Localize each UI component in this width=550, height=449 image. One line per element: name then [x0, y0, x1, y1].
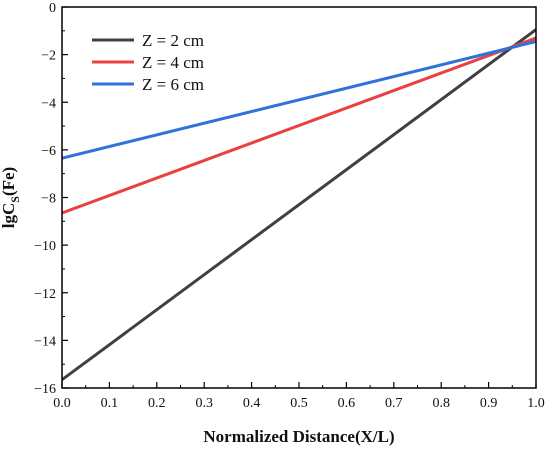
series-line-1	[62, 28, 536, 381]
x-tick-label: 0.3	[195, 396, 213, 411]
ticks-layer: 0.0 0.1 0.2 0.3 0.4 0.5 0.6 0.7 0.8 0.9 1.0 0 −2 −4 −6…	[34, 1, 545, 411]
y-tick-label: 0	[49, 1, 56, 16]
x-tick-label: 0.0	[53, 396, 71, 411]
y-axis-title-suffix: (Fe)	[0, 167, 18, 196]
legend-label-2: Z = 4 cm	[142, 53, 204, 72]
y-tick-label: −2	[41, 49, 56, 64]
series-layer	[62, 28, 536, 381]
legend-label-3: Z = 6 cm	[142, 75, 204, 94]
x-tick-label: 0.9	[480, 396, 498, 411]
x-tick-label: 0.7	[385, 396, 403, 411]
series-line-2	[62, 36, 536, 215]
y-tick-label: −16	[34, 382, 56, 397]
y-axis-title-prefix: lgC	[0, 203, 18, 229]
y-tick-label: −8	[41, 192, 56, 207]
y-tick-label: −10	[34, 239, 56, 254]
legend: Z = 2 cm Z = 4 cm Z = 6 cm	[92, 31, 204, 94]
x-tick-label: 0.1	[101, 396, 119, 411]
x-tick-label: 0.8	[432, 396, 450, 411]
legend-label-1: Z = 2 cm	[142, 31, 204, 50]
y-axis-title: lgCS(Fe)	[0, 167, 22, 228]
x-tick-label: 0.2	[148, 396, 166, 411]
y-tick-label: −12	[34, 287, 56, 302]
y-tick-label: −4	[41, 96, 56, 111]
x-tick-label: 1.0	[527, 396, 545, 411]
y-tick-label: −14	[34, 334, 56, 349]
y-axis-title-subscript: S	[8, 196, 22, 203]
y-tick-label: −6	[41, 144, 56, 159]
x-axis-title: Normalized Distance(X/L)	[203, 427, 394, 446]
x-tick-label: 0.6	[338, 396, 356, 411]
x-tick-label: 0.4	[243, 396, 261, 411]
series-line-3	[62, 40, 536, 160]
x-tick-label: 0.5	[290, 396, 308, 411]
